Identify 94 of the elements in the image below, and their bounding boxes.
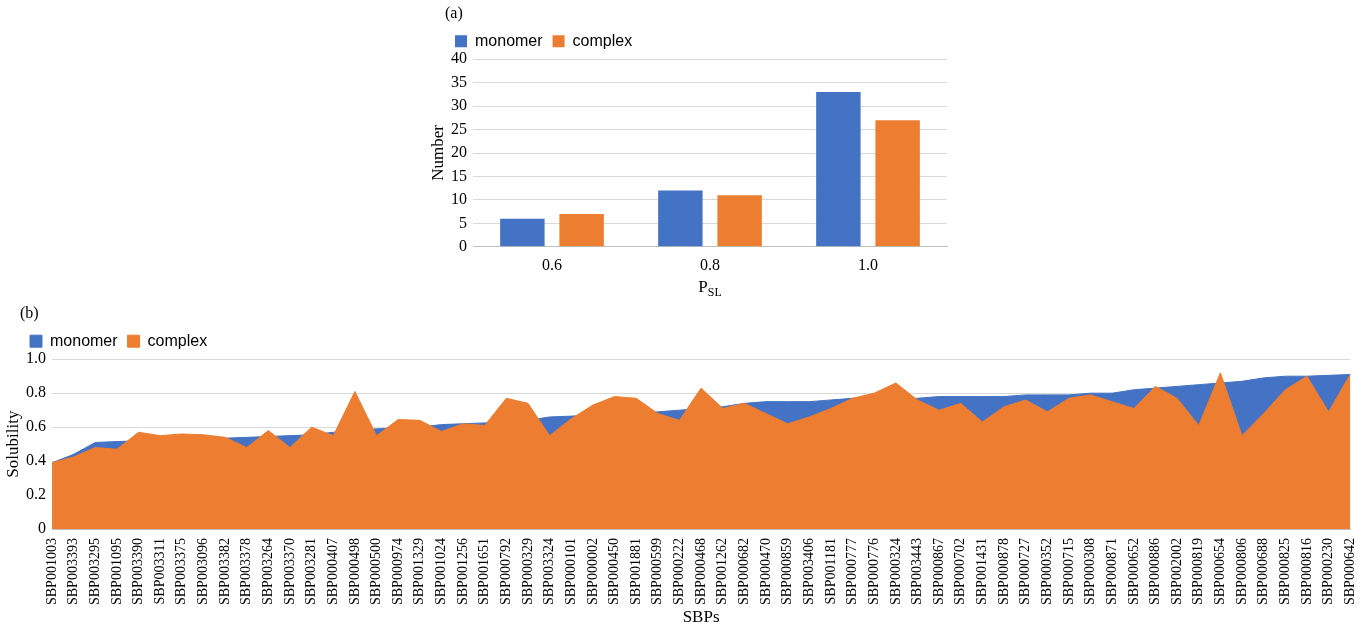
x-tick-label: SBP003311: [151, 538, 167, 605]
x-tick-label: SBP001003: [43, 538, 59, 606]
y-tick-label: 5: [459, 213, 467, 231]
y-tick-label: 10: [451, 190, 467, 208]
bar: [658, 190, 703, 247]
bar: [559, 213, 604, 247]
x-tick-label: SBP000727: [1017, 538, 1033, 606]
x-tick-label: SBP000886: [1147, 538, 1163, 606]
y-tick-label: 0.2: [26, 485, 46, 503]
x-tick-label: SBP003324: [541, 538, 557, 606]
x-tick-label: SBP000715: [1060, 538, 1076, 606]
x-tick-label: SBP000468: [692, 538, 708, 606]
x-axis-title: SBPs: [682, 607, 720, 627]
x-tick-label: SBP000329: [519, 538, 535, 606]
x-tick-label: SBP000806: [1233, 538, 1249, 606]
x-tick-label: SBP001329: [411, 538, 427, 606]
x-tick-label: SBP000688: [1255, 538, 1271, 606]
legend-label: monomer: [50, 331, 119, 349]
x-tick-label: SBP003281: [303, 538, 319, 606]
y-axis-title: Solubility: [3, 410, 23, 478]
x-tick-label: SBP000599: [649, 538, 665, 606]
x-tick-label: SBP000816: [1298, 538, 1314, 606]
x-tick-label: SBP003443: [909, 538, 925, 606]
x-tick-label: SBP000878: [995, 538, 1011, 606]
x-tick-label: SBP003390: [130, 538, 146, 606]
x-tick-label: SBP003406: [800, 538, 816, 606]
bar: [500, 218, 545, 247]
chart-title: (a): [445, 3, 463, 22]
legend-label: complex: [147, 331, 208, 349]
chart-title: (b): [20, 303, 39, 322]
x-tick-label: SBP003264: [260, 538, 276, 606]
x-tick-label: 0.6: [542, 255, 562, 273]
x-tick-label: SBP000682: [736, 538, 752, 606]
x-tick-label: SBP003096: [195, 538, 211, 606]
x-tick-label: 1.0: [858, 255, 878, 273]
x-tick-label: SBP000859: [779, 538, 795, 606]
y-axis-title: Number: [428, 124, 448, 181]
y-tick-label: 1.0: [26, 349, 46, 367]
x-tick-label: SBP000407: [324, 538, 340, 606]
x-tick-label: SBP000777: [844, 538, 860, 606]
x-tick-label: SBP000450: [606, 538, 622, 606]
x-tick-label: SBP000470: [757, 538, 773, 606]
x-tick-label: SBP001256: [454, 538, 470, 606]
x-tick-label: SBP000230: [1320, 538, 1336, 606]
bar: [816, 92, 861, 247]
x-tick-label: SBP000308: [1082, 538, 1098, 606]
y-tick-label: 0.8: [26, 383, 46, 401]
x-tick-label: SBP001651: [476, 538, 492, 606]
x-tick-label: SBP000500: [368, 538, 384, 606]
x-tick-label: SBP000776: [865, 538, 881, 606]
x-tick-label: SBP001181: [822, 538, 838, 605]
x-tick-label: SBP000222: [671, 538, 687, 606]
x-tick-label: SBP000002: [584, 538, 600, 606]
y-tick-label: 40: [451, 49, 467, 67]
y-tick-label: 0.6: [26, 417, 46, 435]
bar: [875, 120, 920, 247]
x-tick-label: SBP001095: [108, 538, 124, 606]
x-tick-label: SBP001881: [627, 538, 643, 606]
y-tick-label: 30: [451, 96, 467, 114]
legend-label: monomer: [475, 31, 544, 49]
x-tick-label: SBP000702: [952, 538, 968, 606]
legend-label: complex: [572, 31, 633, 49]
x-tick-label: SBP000974: [389, 538, 405, 606]
x-tick-label: SBP001262: [714, 538, 730, 606]
x-tick-label: SBP000819: [1190, 538, 1206, 606]
x-tick-label: SBP003393: [65, 538, 81, 606]
x-tick-label: SBP002002: [1168, 538, 1184, 606]
y-tick-label: 0: [459, 237, 467, 254]
x-tick-label: SBP003375: [173, 538, 189, 606]
x-tick-label: SBP003370: [281, 538, 297, 606]
y-tick-label: 15: [451, 166, 467, 184]
x-tick-label: SBP001024: [433, 538, 449, 606]
x-tick-label: SBP000871: [1103, 538, 1119, 606]
x-tick-label: SBP000654: [1212, 538, 1228, 606]
bar: [717, 195, 762, 247]
y-tick-label: 0: [38, 519, 46, 537]
x-tick-label: SBP000498: [346, 538, 362, 606]
x-tick-label: 0.8: [700, 255, 720, 273]
y-tick-label: 0.4: [26, 451, 46, 469]
x-tick-label: SBP003378: [238, 538, 254, 606]
x-tick-label: SBP000825: [1276, 538, 1292, 606]
y-tick-label: 20: [451, 143, 467, 161]
x-tick-label: SBP003295: [86, 538, 102, 606]
x-tick-label: SBP000101: [562, 538, 578, 606]
x-tick-label: SBP001431: [974, 538, 990, 606]
x-tick-label: SBP000324: [887, 538, 903, 606]
y-tick-label: 25: [451, 119, 467, 137]
x-tick-label: SBP003382: [216, 538, 232, 606]
x-tick-label: SBP000792: [498, 538, 514, 606]
x-tick-label: SBP000642: [1341, 538, 1357, 606]
x-tick-label: SBP000652: [1125, 538, 1141, 606]
y-tick-label: 35: [451, 72, 467, 90]
x-tick-label: SBP000867: [930, 538, 946, 606]
x-tick-label: SBP000352: [1038, 538, 1054, 606]
